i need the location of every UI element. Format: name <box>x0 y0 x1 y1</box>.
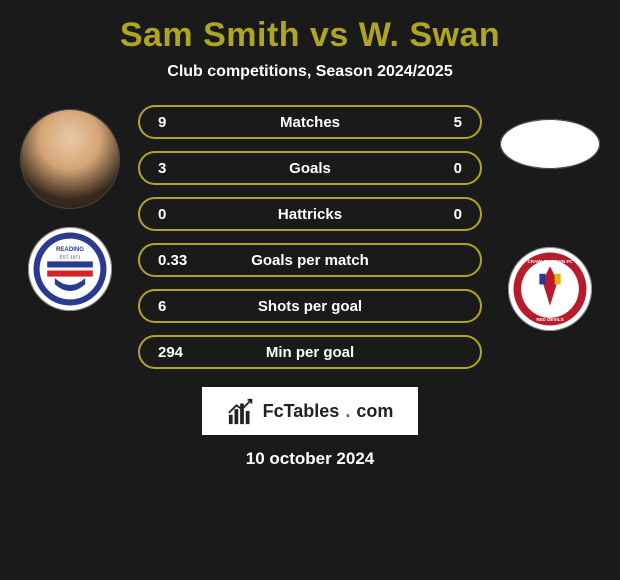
stat-row: 0.33 Goals per match <box>138 243 482 277</box>
stat-row: 0 Hattricks 0 <box>138 197 482 231</box>
stat-right-value: 0 <box>402 160 462 177</box>
stat-left-value: 9 <box>158 114 218 131</box>
right-player-column: CRAWLEY TOWN FC RED DEVILS <box>490 105 610 331</box>
right-player-photo <box>500 119 600 169</box>
svg-text:READING: READING <box>56 246 84 253</box>
svg-text:CRAWLEY TOWN FC: CRAWLEY TOWN FC <box>527 259 573 264</box>
stat-left-value: 3 <box>158 160 218 177</box>
svg-text:EST. 1871: EST. 1871 <box>60 254 81 259</box>
page-title: Sam Smith vs W. Swan <box>0 16 620 55</box>
stat-row: 3 Goals 0 <box>138 151 482 185</box>
left-player-photo <box>20 109 120 209</box>
comparison-card: Sam Smith vs W. Swan Club competitions, … <box>0 0 620 469</box>
stat-label: Matches <box>218 114 402 131</box>
stat-right-value: 5 <box>402 114 462 131</box>
fctables-logo-icon <box>227 396 257 426</box>
left-club-badge: READING EST. 1871 <box>28 227 112 311</box>
stat-label: Goals <box>218 160 402 177</box>
subtitle: Club competitions, Season 2024/2025 <box>0 63 620 81</box>
branding-text-post: com <box>356 401 393 422</box>
crawley-badge-icon: CRAWLEY TOWN FC RED DEVILS <box>512 251 588 327</box>
stat-label: Shots per goal <box>218 298 402 315</box>
right-club-badge: CRAWLEY TOWN FC RED DEVILS <box>508 247 592 331</box>
stat-right-value: 0 <box>402 206 462 223</box>
reading-badge-icon: READING EST. 1871 <box>32 231 108 307</box>
stat-left-value: 294 <box>158 344 218 361</box>
svg-text:RED DEVILS: RED DEVILS <box>536 317 563 322</box>
date-line: 10 october 2024 <box>0 449 620 469</box>
branding-badge: FcTables. com <box>202 387 418 435</box>
stat-row: 294 Min per goal <box>138 335 482 369</box>
stat-left-value: 6 <box>158 298 218 315</box>
stat-row: 9 Matches 5 <box>138 105 482 139</box>
stat-label: Goals per match <box>218 252 402 269</box>
stat-left-value: 0 <box>158 206 218 223</box>
branding-text-pre: FcTables <box>263 401 340 422</box>
stat-row: 6 Shots per goal <box>138 289 482 323</box>
main-row: READING EST. 1871 9 Matches 5 3 Goals 0 … <box>0 105 620 369</box>
stat-label: Hattricks <box>218 206 402 223</box>
stat-label: Min per goal <box>218 344 402 361</box>
branding-text-dot: . <box>345 401 350 422</box>
left-player-column: READING EST. 1871 <box>10 105 130 311</box>
stat-left-value: 0.33 <box>158 252 218 269</box>
stats-column: 9 Matches 5 3 Goals 0 0 Hattricks 0 0.33… <box>130 105 490 369</box>
